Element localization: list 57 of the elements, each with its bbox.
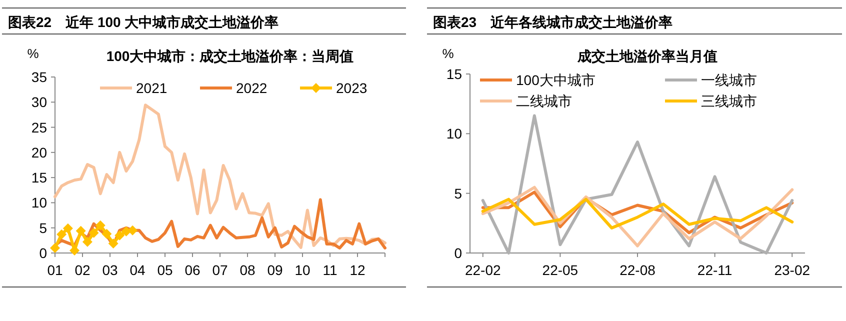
y-tick-label: 15: [446, 66, 462, 82]
x-tick-label: 04: [130, 262, 146, 278]
x-tick-label: 12: [350, 262, 366, 278]
legend-label: 二线城市: [516, 93, 572, 109]
point: [56, 229, 67, 240]
y-tick-label: 25: [31, 119, 48, 136]
line-series: [481, 114, 794, 254]
y-axis-title: %: [27, 46, 40, 61]
x-tick-label: 07: [212, 262, 228, 278]
point: [76, 226, 86, 236]
x-tick-label: 06: [184, 262, 200, 278]
y-tick-label: 30: [31, 94, 48, 110]
legend-label: 2023: [336, 80, 368, 96]
point: [114, 230, 125, 240]
legend-label: 100大中城市: [516, 72, 596, 88]
y-tick-label: 5: [39, 220, 48, 236]
chart-subtitle: 成交土地溢价率当月值: [576, 48, 718, 64]
x-tick-label: 05: [157, 262, 173, 278]
y-tick-label: 10: [31, 194, 48, 211]
legend-label: 2021: [136, 80, 168, 96]
x-tick-label: 08: [240, 262, 256, 278]
legend-label: 三线城市: [701, 93, 757, 109]
chart-title: 图表22 近年 100 大中城市成交土地溢价率: [8, 14, 279, 30]
line-series: [54, 104, 386, 249]
legend-label: 2022: [236, 80, 268, 96]
x-tick-label: 10: [294, 262, 310, 278]
point: [95, 220, 106, 230]
x-tick-label: 02: [74, 262, 90, 278]
y-tick-label: 0: [39, 245, 48, 261]
x-tick-label: 09: [267, 262, 283, 278]
point: [82, 236, 92, 247]
y-tick-label: 0: [454, 245, 462, 261]
y-tick-label: 15: [31, 170, 48, 186]
line-series: [481, 198, 794, 230]
point: [128, 225, 138, 236]
x-tick-label: 22-11: [697, 262, 732, 278]
point: [50, 242, 60, 253]
point: [62, 223, 73, 234]
point: [88, 228, 99, 238]
x-tick-label: 22-05: [542, 262, 578, 278]
legend-label: 一线城市: [701, 72, 757, 88]
x-tick-label: 23-02: [774, 262, 810, 278]
x-tick-label: 01: [47, 262, 63, 278]
y-tick-label: 20: [31, 144, 48, 160]
point: [102, 228, 112, 239]
x-tick-label: 22-08: [620, 262, 656, 278]
chart-title: 图表23 近年各线城市成交土地溢价率: [433, 14, 673, 30]
x-tick-label: 03: [102, 262, 118, 278]
y-tick-label: 35: [31, 69, 48, 85]
y-tick-label: 10: [446, 126, 462, 142]
line-series: [481, 186, 794, 248]
chart-subtitle: 100大中城市：成交土地溢价率：当周值: [106, 48, 354, 64]
y-tick-label: 5: [454, 185, 462, 202]
x-tick-label: 11: [322, 262, 338, 278]
x-tick-label: 22-02: [464, 262, 501, 278]
y-axis-title: %: [442, 46, 454, 61]
point: [108, 238, 118, 248]
